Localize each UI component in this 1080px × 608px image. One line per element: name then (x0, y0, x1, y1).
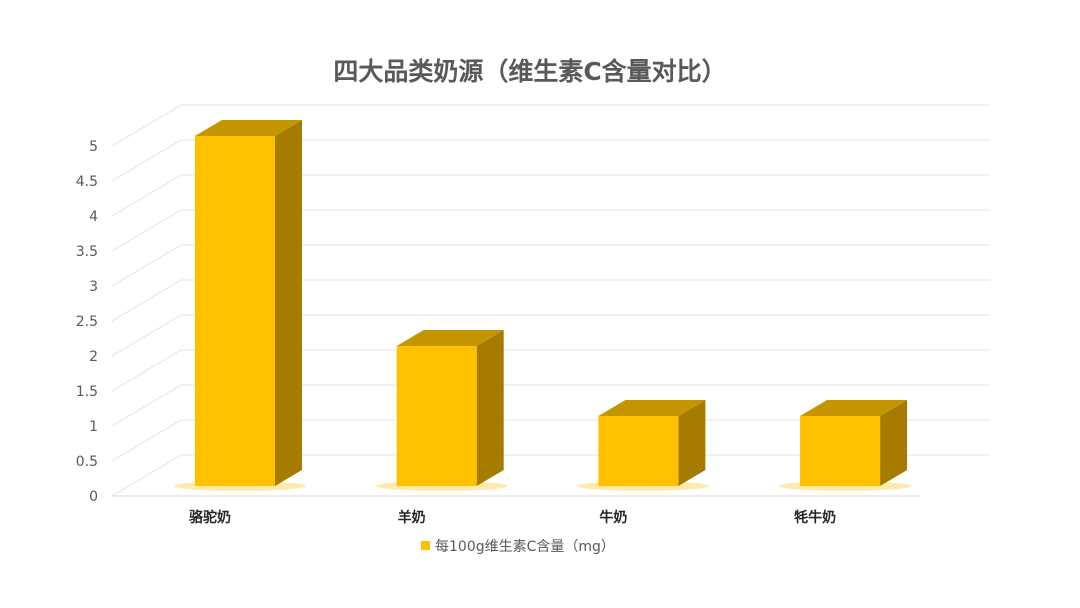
bar-side (476, 330, 504, 486)
gridline-side (111, 139, 182, 182)
x-category-label: 牦牛奶 (794, 509, 836, 526)
y-tick-label: 1.5 (76, 384, 98, 400)
gridline-side (111, 174, 182, 217)
y-tick-label: 5 (89, 139, 98, 155)
gridline-side (111, 314, 182, 357)
bar-side (678, 400, 706, 486)
y-tick-label: 0 (89, 489, 98, 505)
x-category-label: 羊奶 (398, 509, 426, 526)
y-tick-label: 0.5 (76, 454, 98, 470)
bar-top (396, 330, 504, 346)
bar-front (396, 346, 477, 486)
bar-side (880, 400, 908, 486)
bar-2 (375, 330, 508, 491)
y-tick-label: 3.5 (76, 244, 98, 260)
bar-front (195, 136, 275, 486)
bar-front (800, 416, 881, 486)
y-tick-label: 1 (89, 419, 98, 435)
bar-front (598, 416, 679, 486)
y-tick-label: 4.5 (76, 174, 98, 190)
bar-side (275, 120, 302, 486)
chart-title: 四大品类奶源（维生素C含量对比） (333, 57, 726, 86)
bar-top (598, 400, 706, 416)
y-tick-label: 2.5 (76, 314, 98, 330)
x-category-label: 骆驼奶 (189, 509, 231, 526)
bar-top (800, 400, 908, 416)
y-tick-label: 2 (89, 349, 98, 365)
legend: 每100g维生素C含量（mg） (421, 539, 615, 555)
y-tick-label: 4 (89, 209, 98, 225)
bar-1 (174, 120, 306, 491)
gridline-side (111, 384, 182, 427)
gridline-side (111, 349, 182, 392)
bar-3 (577, 400, 710, 491)
legend-swatch (421, 541, 430, 550)
bar-4 (779, 400, 912, 491)
gridline-side (111, 244, 182, 287)
gridline-side (111, 419, 182, 462)
x-category-label: 牛奶 (599, 509, 627, 526)
gridline-side (111, 279, 182, 322)
gridline-side (111, 454, 182, 497)
legend-label: 每100g维生素C含量（mg） (435, 539, 615, 555)
gridline-side (111, 104, 182, 147)
y-tick-label: 3 (89, 279, 98, 295)
gridline-side (111, 209, 182, 252)
bar-top (195, 120, 302, 136)
